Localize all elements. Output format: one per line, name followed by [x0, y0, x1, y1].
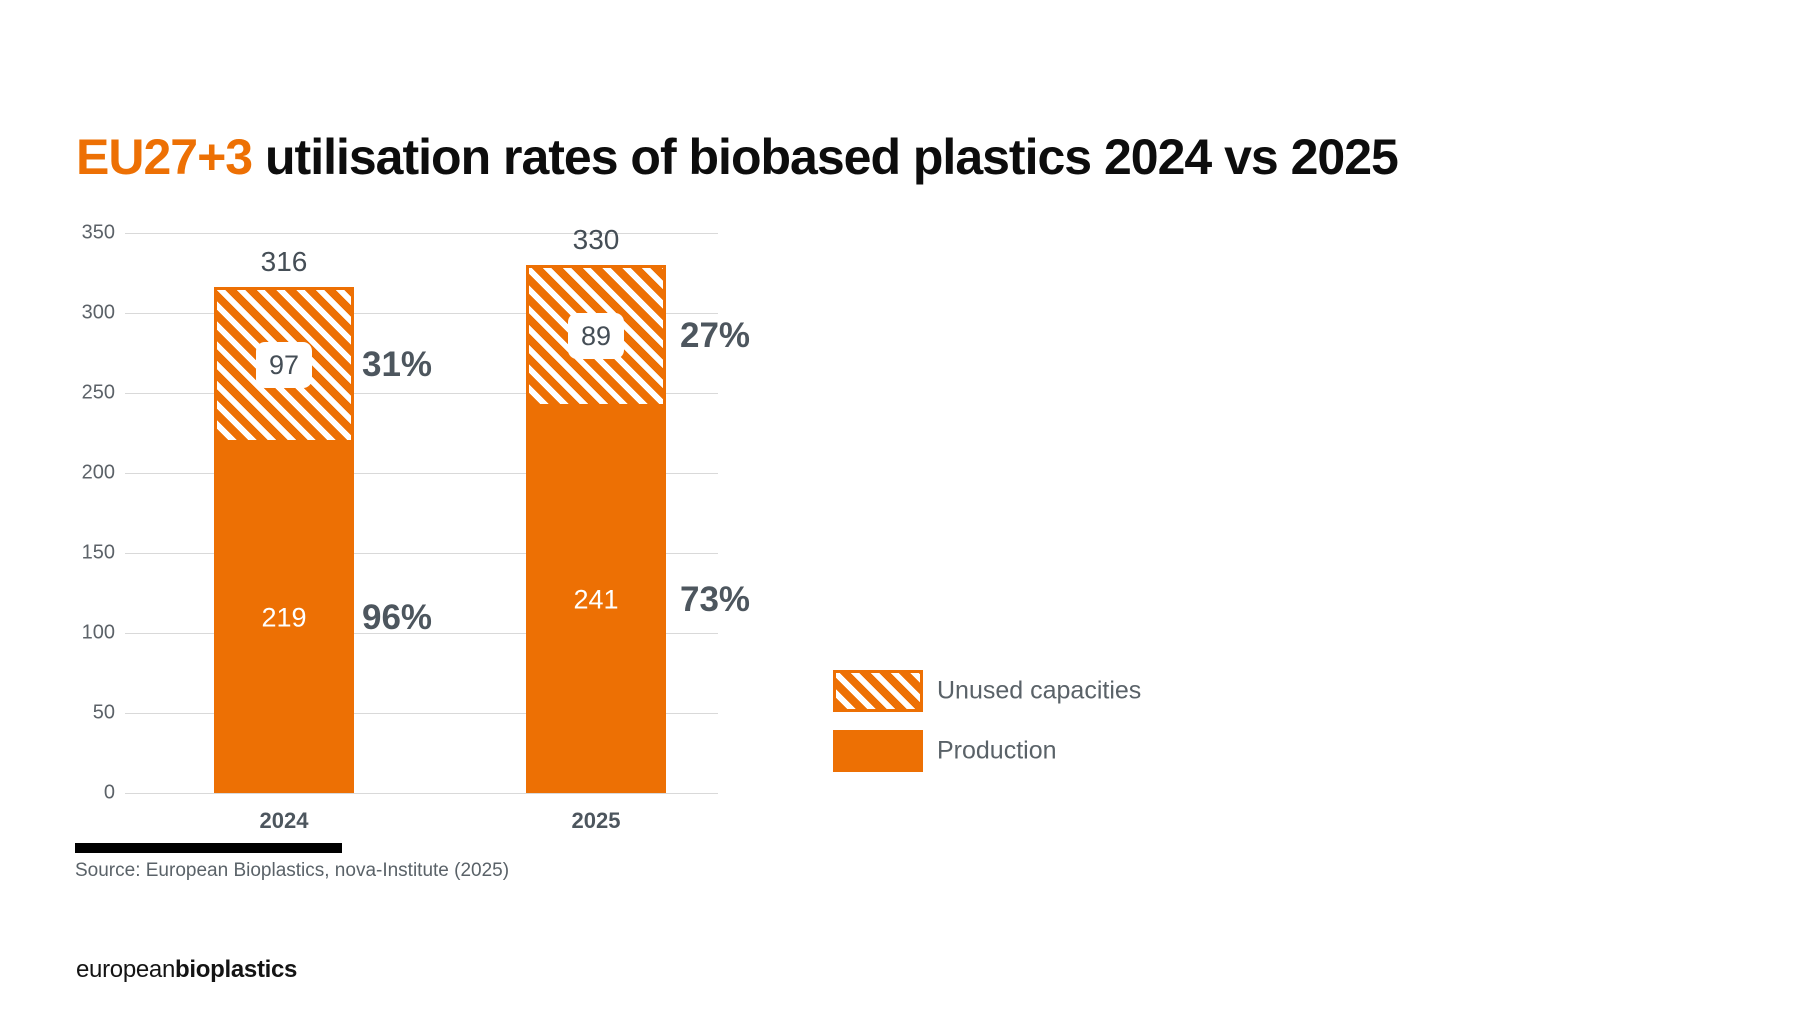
- category-label-2025: 2025: [571, 808, 621, 833]
- european-bioplastics-logo: europeanbioplastics: [76, 956, 297, 984]
- logo-text-regular: european: [76, 956, 176, 983]
- ytick-200: 200: [81, 461, 115, 484]
- gridline-0: [125, 793, 718, 794]
- value-chip-2025-unused: 89: [568, 313, 624, 359]
- ytick-0: 0: [103, 781, 115, 804]
- value-label-2024-production: 219: [261, 602, 307, 633]
- ytick-50: 50: [92, 701, 115, 724]
- source-text: Source: European Bioplastics, nova-Insti…: [75, 860, 510, 881]
- value-label-2025-production: 241: [573, 584, 619, 615]
- logo-text-bold: bioplastics: [175, 956, 298, 983]
- gridline-150: [125, 553, 718, 554]
- ytick-100: 100: [81, 621, 115, 644]
- total-label-2025: 330: [572, 224, 620, 255]
- gridline-50: [125, 713, 718, 714]
- legend-label-production: Production: [937, 736, 1057, 765]
- page-title: EU27+3 utilisation rates of biobased pla…: [76, 128, 1676, 186]
- gridline-250: [125, 393, 718, 394]
- gridline-200: [125, 473, 718, 474]
- legend-label-unused-capacities: Unused capacities: [937, 676, 1142, 705]
- legend-swatch-production: [833, 730, 923, 772]
- title-highlight: EU27+3: [76, 129, 253, 185]
- gridline-100: [125, 633, 718, 634]
- rate-label-2024-unused: 31%: [362, 345, 433, 384]
- rate-label-2025-production: 73%: [680, 580, 751, 619]
- ytick-350: 350: [81, 221, 115, 244]
- highlight-underline-2024: [75, 843, 342, 853]
- bar-2024-production: [214, 443, 354, 793]
- ytick-250: 250: [81, 381, 115, 404]
- value-chip-2024-unused: 97: [256, 342, 312, 388]
- legend-swatch-unused-capacities: [833, 670, 923, 712]
- ytick-150: 150: [81, 541, 115, 564]
- title-rest: utilisation rates of biobased plastics 2…: [265, 129, 1399, 185]
- rate-label-2025-unused: 27%: [680, 316, 751, 355]
- gridline-350: [125, 233, 718, 234]
- gridline-300: [125, 313, 718, 314]
- ytick-300: 300: [81, 301, 115, 324]
- category-label-2024: 2024: [259, 808, 309, 833]
- total-label-2024: 316: [260, 246, 308, 277]
- bar-2025-production: [526, 407, 666, 793]
- rate-label-2024-production: 96%: [362, 598, 433, 637]
